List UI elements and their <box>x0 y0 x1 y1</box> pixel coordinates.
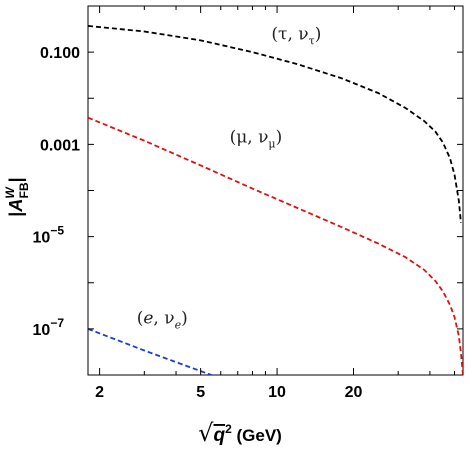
series-annotation-0: (τ, ντ) <box>271 24 321 47</box>
series-line-0 <box>88 25 462 223</box>
y-tick-label-2: 10−5 <box>33 224 65 247</box>
ticks-layer: 2 5 10 20 0.100 0.001 10−5 10−7 <box>33 5 463 401</box>
x-axis-var-exp: 2 <box>225 422 232 436</box>
sqrt-symbol: √ <box>198 419 214 447</box>
series-annotation-2: (e, νe) <box>137 309 188 332</box>
x-axis-var: q <box>213 425 225 446</box>
series-line-2 <box>88 328 215 375</box>
y-axis-sup: W <box>3 186 17 199</box>
y-axis-title: |AWFB| <box>3 177 31 216</box>
y-axis-bar-left: | <box>6 212 26 217</box>
y-tick-label-3: 10−7 <box>33 316 65 339</box>
series-annotation-1: (μ, νμ) <box>230 127 283 150</box>
x-tick-label-3: 20 <box>345 384 363 401</box>
x-tick-label-2: 10 <box>268 384 286 401</box>
series-line-1 <box>88 116 463 375</box>
y-tick-label-0: 0.100 <box>40 45 80 62</box>
y-tick-label-1: 0.001 <box>40 137 80 154</box>
series-layer <box>88 25 463 375</box>
x-tick-label-0: 2 <box>95 384 104 401</box>
y-axis-bar-right: | <box>6 177 26 182</box>
y-axis-symbol: A <box>6 199 26 213</box>
annotation-layer: (τ, ντ) (μ, νμ) (e, νe) <box>137 24 322 331</box>
x-tick-label-1: 5 <box>196 384 205 401</box>
x-axis-title: √q2 (GeV) <box>198 419 282 447</box>
y-axis-sub: FB <box>17 182 31 198</box>
x-axis-unit: (GeV) <box>232 426 282 445</box>
